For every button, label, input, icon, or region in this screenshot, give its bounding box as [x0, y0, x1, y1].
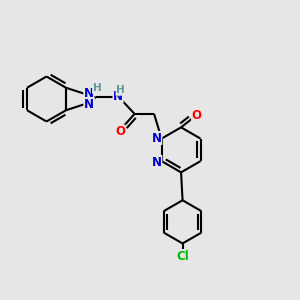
Text: N: N [152, 131, 162, 145]
Text: O: O [192, 110, 202, 122]
Text: N: N [84, 98, 94, 111]
Text: H: H [116, 85, 125, 95]
Text: N: N [84, 87, 94, 100]
Text: Cl: Cl [176, 250, 189, 262]
Text: H: H [93, 83, 101, 93]
Text: O: O [115, 125, 125, 138]
Text: N: N [113, 90, 123, 103]
Text: N: N [152, 155, 162, 169]
